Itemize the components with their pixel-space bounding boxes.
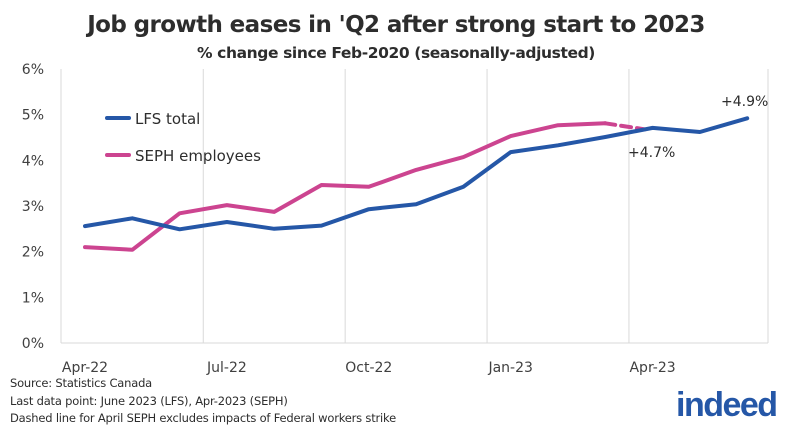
x-tick-label: Jan-23: [487, 360, 532, 375]
series-line-lfs: [83, 116, 750, 232]
y-tick-label: 3%: [22, 199, 44, 215]
series-lines: [83, 116, 750, 252]
y-axis-ticks: 0% 1% 2% 3% 4% 5% 6%: [22, 62, 44, 352]
footer-notes: Source: Statistics Canada Last data poin…: [10, 375, 396, 428]
x-tick-label: Oct-22: [345, 360, 392, 375]
gridlines: [60, 69, 769, 344]
indeed-logo: indeed: [676, 386, 778, 424]
y-tick-label: 0%: [22, 336, 44, 352]
legend-label-seph: SEPH employees: [135, 147, 261, 165]
y-tick-label: 5%: [22, 108, 44, 124]
chart-title: Job growth eases in 'Q2 after strong sta…: [87, 12, 705, 38]
y-tick-label: 2%: [22, 245, 44, 261]
series-line-seph: [83, 121, 608, 252]
x-tick-label: Apr-23: [629, 360, 675, 375]
annotation-lfs-last: +4.9%: [721, 94, 768, 110]
x-tick-label: Jul-22: [206, 360, 247, 375]
annotations: +4.9% +4.7%: [628, 94, 768, 161]
source-note: Source: Statistics Canada: [10, 376, 153, 390]
x-axis-ticks: Apr-22 Jul-22 Oct-22 Jan-23 Apr-23: [62, 360, 676, 375]
dashed-line-note: Dashed line for April SEPH excludes impa…: [10, 411, 396, 425]
chart-subtitle: % change since Feb-2020 (seasonally-adju…: [197, 44, 595, 62]
legend-label-lfs: LFS total: [135, 110, 200, 128]
y-tick-label: 1%: [22, 290, 44, 306]
x-tick-label: Apr-22: [62, 360, 108, 375]
line-chart: 0%1%2%3%4%5%6% Apr-22 Jul-22 Oct-22 Jan-23 A…: [22, 62, 769, 375]
annotation-seph-last: +4.7%: [628, 145, 675, 161]
last-data-point-note: Last data point: June 2023 (LFS), Apr-20…: [10, 393, 288, 408]
legend: LFS total SEPH employees: [105, 110, 261, 165]
y-tick-label: 6%: [22, 62, 44, 78]
y-tick-label: 4%: [22, 153, 44, 169]
series-line-seph-dashed: [603, 121, 647, 132]
